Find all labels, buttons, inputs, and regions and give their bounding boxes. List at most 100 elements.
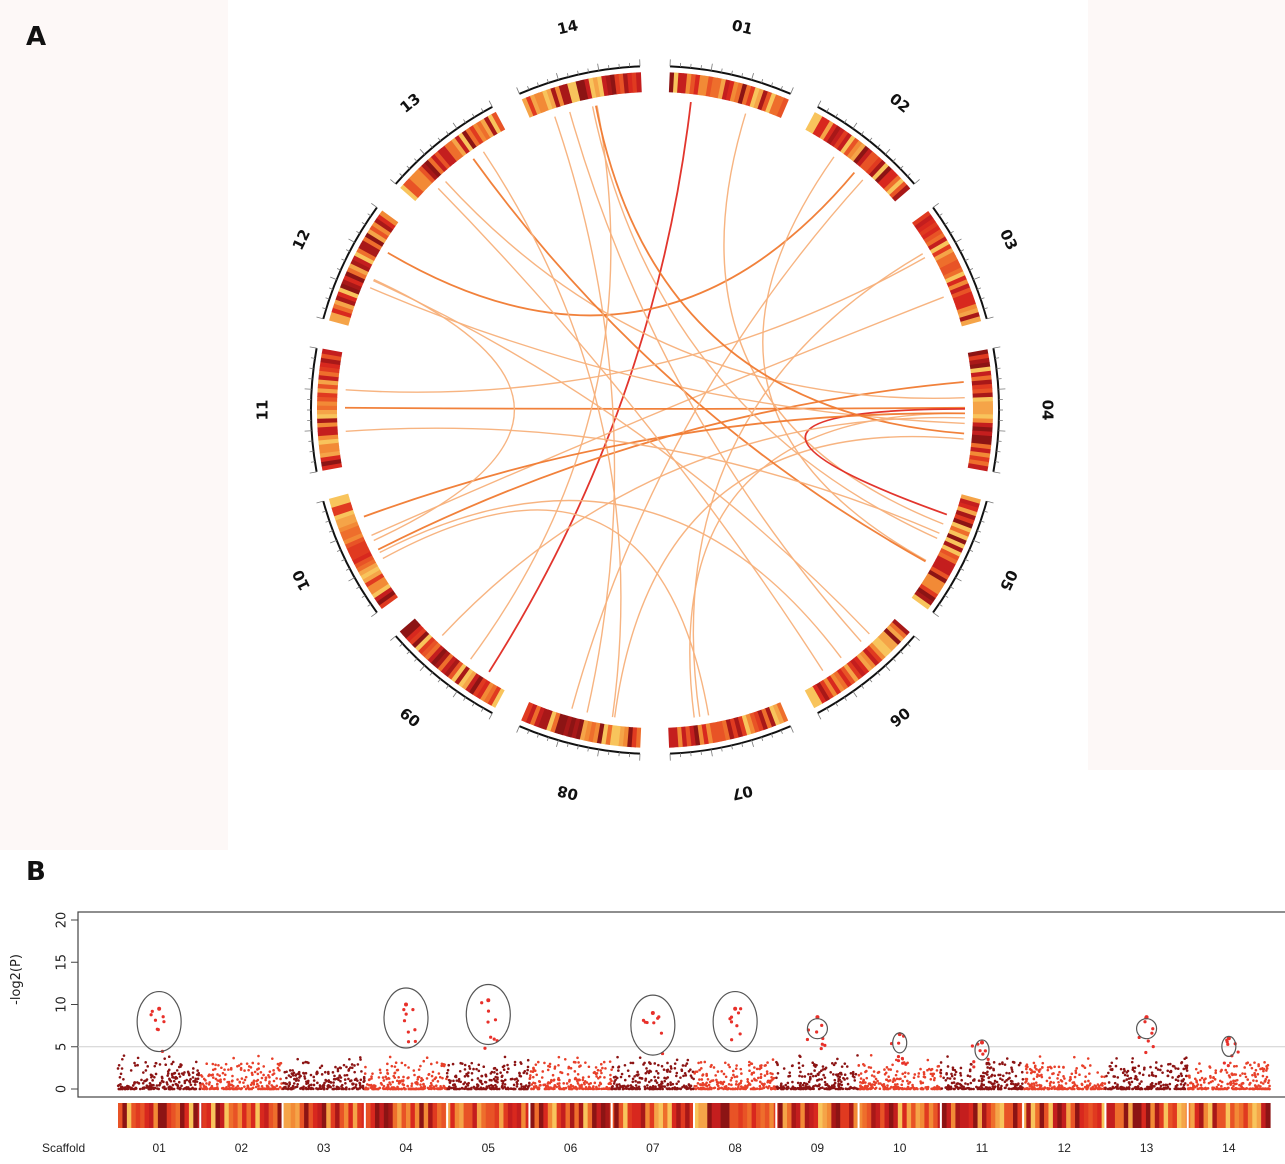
data-point [1155, 1061, 1158, 1064]
heatmap-cell [693, 74, 701, 95]
data-point [332, 1087, 336, 1091]
axis-tick [914, 179, 920, 185]
data-point [887, 1087, 890, 1091]
data-point [1094, 1087, 1097, 1090]
data-point [869, 1053, 873, 1057]
data-point [244, 1075, 248, 1079]
data-point [1245, 1062, 1248, 1065]
axis-tick [710, 63, 713, 71]
data-point [834, 1061, 837, 1065]
heatmap-cell [813, 1103, 819, 1128]
data-point [776, 1071, 780, 1075]
heatmap-cell [1079, 1103, 1085, 1128]
heatmap-cell [1106, 1103, 1112, 1128]
data-point [231, 1074, 234, 1078]
heatmap-cell [339, 1103, 345, 1128]
axis-tick [964, 558, 969, 562]
heatmap-cell [561, 1103, 567, 1128]
data-point [845, 1077, 849, 1080]
data-point [512, 1083, 516, 1087]
data-point [1083, 1066, 1087, 1070]
peak-point [486, 998, 491, 1003]
data-point [1214, 1069, 1218, 1072]
data-point [1131, 1087, 1135, 1091]
heatmap-cell [826, 125, 842, 145]
data-point [769, 1087, 773, 1091]
heatmap-cell [566, 716, 577, 738]
data-point [155, 1084, 159, 1087]
data-point [864, 1070, 867, 1074]
scaffold-label: 13 [1140, 1141, 1154, 1155]
data-point [276, 1087, 280, 1091]
data-point [892, 1086, 895, 1090]
data-point [363, 1072, 367, 1075]
data-point [1156, 1068, 1160, 1071]
data-point [975, 1085, 978, 1089]
data-point [766, 1061, 769, 1064]
data-point [1124, 1087, 1128, 1091]
heatmap-cell [874, 165, 893, 184]
chromosome-label: 01 [730, 16, 754, 38]
data-point [316, 1081, 319, 1085]
data-point [577, 1061, 580, 1064]
data-point [733, 1087, 737, 1091]
data-point [477, 1063, 481, 1067]
axis-tick [955, 238, 962, 243]
data-point [144, 1069, 148, 1072]
data-point [1133, 1066, 1137, 1070]
axis-tick [976, 287, 982, 290]
heatmap-cell [711, 1103, 717, 1128]
link-chord [379, 499, 842, 659]
heatmap-cell [853, 145, 870, 165]
heatmap-cell [955, 509, 976, 521]
heatmap-cell [411, 630, 430, 649]
data-point [1226, 1086, 1230, 1090]
heatmap-cell [946, 275, 967, 288]
heatmap-cell [680, 1103, 686, 1128]
heatmap-cell [583, 1103, 589, 1128]
heatmap-cell [871, 639, 889, 658]
heatmap-cell [336, 517, 358, 529]
heatmap-cell [321, 1103, 327, 1128]
data-point [618, 1083, 621, 1086]
peak-highlight-ellipse [383, 987, 429, 1049]
peak-point [1225, 1040, 1229, 1044]
data-point [712, 1086, 716, 1090]
data-point [1075, 1084, 1079, 1088]
heatmap-cell [450, 1103, 456, 1128]
data-point [840, 1080, 843, 1083]
data-point [336, 1067, 340, 1071]
data-point [992, 1068, 995, 1072]
peak-point [402, 1019, 407, 1023]
data-point [204, 1079, 207, 1082]
data-point [293, 1077, 296, 1081]
data-point [1196, 1087, 1200, 1091]
data-point [1080, 1082, 1084, 1086]
heatmap-cell [290, 1103, 296, 1128]
data-point [429, 1087, 432, 1090]
data-point [787, 1075, 790, 1078]
data-point [1232, 1065, 1236, 1068]
heatmap-cell [360, 565, 381, 580]
data-point [422, 1082, 425, 1086]
heatmap-cell [299, 1103, 305, 1128]
heatmap-cell [1097, 1103, 1103, 1128]
data-point [151, 1079, 154, 1082]
axis-tick [780, 86, 783, 91]
heatmap-cell [914, 590, 934, 607]
data-point [1008, 1071, 1011, 1075]
axis-tick [843, 119, 847, 124]
heatmap-cell [211, 1103, 217, 1128]
heatmap-cell [600, 1103, 606, 1128]
data-point [235, 1087, 239, 1091]
data-point [1021, 1077, 1025, 1081]
heatmap-cell [702, 1103, 708, 1128]
data-point [136, 1056, 140, 1060]
axis-tick [356, 586, 361, 590]
data-point [836, 1075, 840, 1078]
data-point [877, 1070, 881, 1074]
data-point [323, 1070, 327, 1074]
heatmap-cell [410, 1103, 416, 1128]
peak-point [735, 1024, 739, 1028]
heatmap-cell [319, 365, 340, 374]
